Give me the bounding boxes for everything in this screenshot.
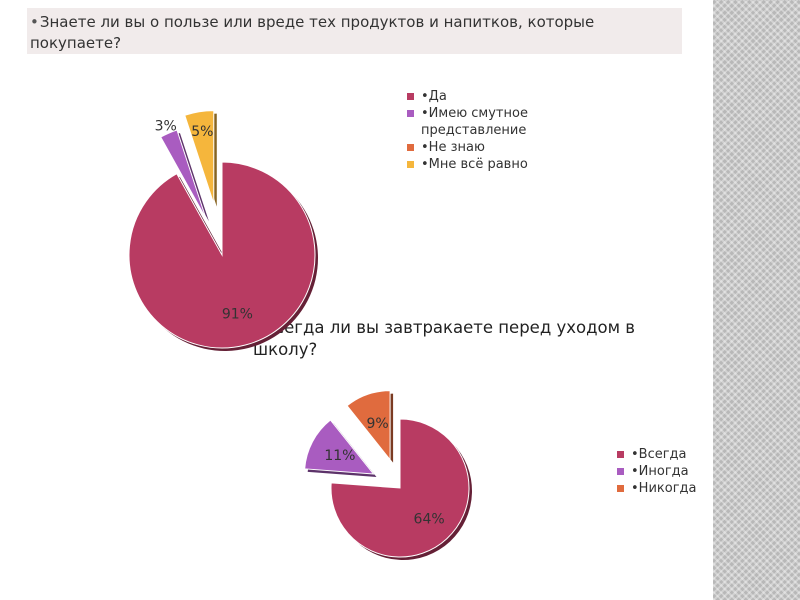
chart2-legend-label-1: •Иногда: [631, 464, 689, 479]
chart1-data-label-1: 3%: [155, 118, 177, 134]
chart1-data-label-0: 91%: [222, 306, 253, 322]
chart2-slice-2: [346, 390, 391, 462]
chart1-slice-3: [184, 110, 215, 204]
chart1-legend-label-1: •Имею смутное представление: [421, 106, 528, 138]
bullet-marker: •: [30, 13, 39, 31]
chart1-legend-item-3: •Мне всё равно: [407, 156, 567, 173]
chart1-slice-0: [128, 161, 316, 349]
pie-charts: 91% 3% 5% 64% 11% 9%: [128, 110, 473, 560]
chart2-slice-1: [304, 419, 375, 475]
chart1-legend-item-2: •Не знаю: [407, 139, 567, 156]
chart1-legend-swatch-0: [407, 93, 414, 100]
chart2-legend: •Всегда •Иногда •Никогда: [617, 446, 707, 497]
chart1-slice-1: [160, 129, 207, 219]
chart1-legend: •Да •Имею смутное представление •Не знаю •М…: [407, 88, 567, 173]
chart1-legend-label-2: •Не знаю: [421, 140, 485, 155]
chart1-legend-item-1: •Имею смутное представление: [407, 105, 567, 139]
chart2-slice-0: [330, 418, 470, 558]
chart2-legend-label-2: •Никогда: [631, 481, 697, 496]
question1-label: Знаете ли вы о пользе или вреде тех прод…: [30, 13, 595, 52]
chart1-data-label-3: 5%: [191, 124, 213, 140]
chart2-legend-swatch-0: [617, 451, 624, 458]
chart2-legend-item-1: •Иногда: [617, 463, 707, 480]
chart2-data-label-0: 64%: [414, 511, 445, 527]
chart2-legend-swatch-1: [617, 468, 624, 475]
chart2-legend-swatch-2: [617, 485, 624, 492]
decorative-side-stripe: [713, 0, 800, 600]
chart1-legend-label-3: •Мне всё равно: [421, 157, 528, 172]
question2-label: Всегда ли вы завтракаете перед уходом в …: [253, 318, 636, 359]
chart2-legend-label-0: •Всегда: [631, 447, 687, 462]
chart1-legend-label-0: •Да: [421, 89, 447, 104]
chart2-data-label-2: 9%: [366, 416, 388, 432]
question1-banner: [27, 8, 682, 54]
chart2-data-label-1: 11%: [324, 448, 355, 464]
chart1-legend-swatch-3: [407, 161, 414, 168]
question1-text: •Знаете ли вы о пользе или вреде тех про…: [30, 12, 670, 54]
chart2-legend-item-0: •Всегда: [617, 446, 707, 463]
chart1-legend-swatch-1: [407, 110, 414, 117]
question2-text: •Всегда ли вы завтракаете перед уходом в…: [253, 317, 673, 361]
chart1-legend-item-0: •Да: [407, 88, 567, 105]
chart2-legend-item-2: •Никогда: [617, 480, 707, 497]
chart1-legend-swatch-2: [407, 144, 414, 151]
